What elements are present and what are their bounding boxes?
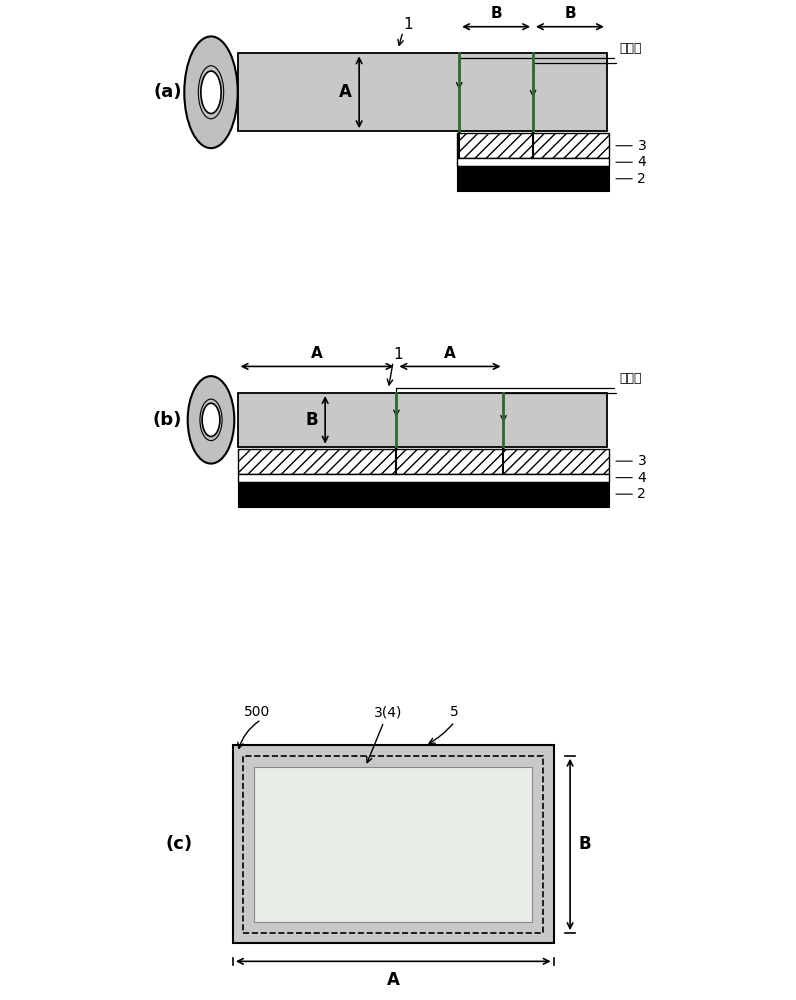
Bar <box>238 474 609 482</box>
Text: 3(4): 3(4) <box>374 705 403 719</box>
Bar <box>457 133 609 158</box>
Text: A: A <box>339 83 352 101</box>
Ellipse shape <box>201 71 221 114</box>
Text: 500: 500 <box>244 705 270 719</box>
Bar <box>238 449 609 474</box>
Text: A: A <box>387 971 400 989</box>
Text: B: B <box>490 6 502 21</box>
Text: 5: 5 <box>451 705 459 719</box>
Text: (b): (b) <box>153 411 182 429</box>
Text: 3: 3 <box>638 139 646 153</box>
Text: 4: 4 <box>638 471 646 485</box>
Text: B: B <box>564 6 576 21</box>
Bar <box>238 393 607 447</box>
Text: A: A <box>444 346 456 361</box>
Bar <box>244 756 543 933</box>
Text: 切痕线: 切痕线 <box>619 372 642 385</box>
Text: B: B <box>579 835 591 853</box>
Bar <box>238 482 609 507</box>
Text: B: B <box>305 411 318 429</box>
Text: A: A <box>311 346 323 361</box>
Bar <box>238 53 607 131</box>
Bar <box>457 166 609 191</box>
Ellipse shape <box>185 36 238 148</box>
Text: (c): (c) <box>166 835 193 853</box>
Ellipse shape <box>188 376 234 464</box>
Text: 切痕线: 切痕线 <box>619 42 642 55</box>
Text: 1: 1 <box>393 347 403 362</box>
Text: 3: 3 <box>638 454 646 468</box>
Text: (a): (a) <box>153 83 181 101</box>
Bar <box>254 767 533 922</box>
Text: 2: 2 <box>638 172 646 186</box>
Bar <box>233 745 553 943</box>
Ellipse shape <box>202 403 220 436</box>
Bar <box>457 158 609 166</box>
Text: 2: 2 <box>638 487 646 501</box>
Text: 4: 4 <box>638 155 646 169</box>
Text: 1: 1 <box>403 17 412 32</box>
